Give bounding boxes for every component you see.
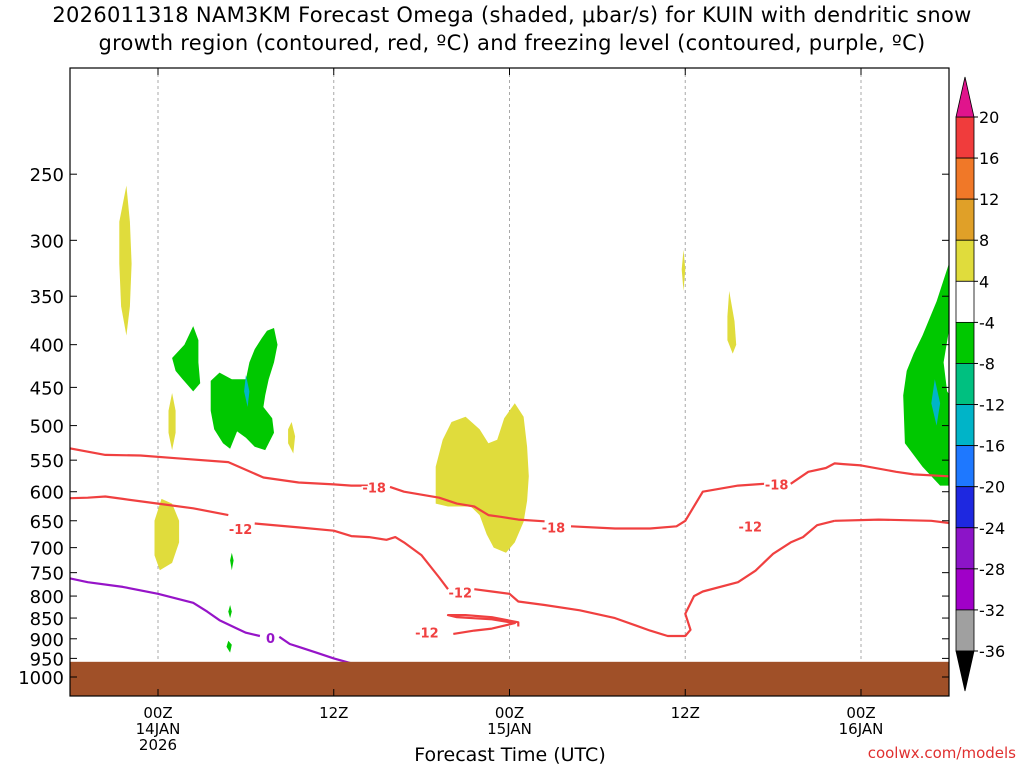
colorbar-band [955, 157, 975, 200]
contour-label: -18 [542, 521, 566, 536]
omega-positive-region [154, 498, 180, 571]
dgz-contour [474, 519, 835, 638]
colorbar-tick-label: -36 [979, 642, 1005, 661]
y-tick-label: 900 [30, 630, 64, 651]
omega-negative-region [0, 186, 28, 410]
y-tick-label: 600 [30, 483, 64, 504]
contour-label: -12 [415, 627, 439, 642]
dgz-contour [389, 485, 545, 523]
contour-label: -12 [449, 586, 473, 601]
colorbar-band [955, 486, 975, 529]
y-tick-label: 850 [30, 609, 64, 630]
dgz-contour [70, 495, 229, 517]
y-tick-label: 750 [30, 564, 64, 585]
y-tick-label: 300 [30, 231, 64, 252]
colorbar-tick-label: 20 [979, 108, 999, 127]
dgz-contour [254, 522, 449, 590]
x-tick-label: 00Z [143, 704, 172, 722]
x-tick-label: 12Z [319, 704, 348, 722]
omega-positive-region [168, 393, 176, 451]
colorbar-top-triangle [955, 76, 975, 118]
dgz-contour [446, 613, 520, 635]
contour-label: -18 [765, 478, 789, 493]
y-tick-label: 250 [30, 165, 64, 186]
omega-strong-negative-region [931, 379, 941, 426]
x-tick-label: 2026 [139, 736, 177, 754]
omega-positive-region [681, 249, 686, 291]
omega-negative-region [228, 605, 232, 619]
dgz-contour [790, 462, 949, 485]
omega-positive-region [119, 185, 132, 336]
colorbar-tick-label: -32 [979, 601, 1005, 620]
colorbar-tick-label: 16 [979, 149, 999, 168]
contour-label: -12 [739, 520, 763, 535]
colorbar-band [955, 116, 975, 159]
y-tick-label: 500 [30, 417, 64, 438]
colorbar-tick-label: -20 [979, 478, 1005, 497]
contour-label: -18 [362, 481, 386, 496]
chart-title-line2: growth region (contoured, red, ºC) and f… [98, 31, 926, 55]
y-tick-label: 450 [30, 378, 64, 399]
axis-ticks: 2503003504004505005506006507007508008509… [18, 68, 949, 754]
omega-negative-region [172, 326, 201, 392]
omega-negative-region [230, 552, 234, 571]
x-tick-label: 15JAN [487, 720, 532, 738]
dgz-contour [834, 518, 949, 525]
omega-positive-region [435, 403, 529, 553]
colorbar-band [955, 280, 975, 323]
plot-area: -18 -12 -12 -12 -18 -18 -12 0 [0, 68, 1024, 696]
dgz-contour [70, 447, 369, 487]
freezing-level-contour [70, 577, 261, 638]
omega-strong-negative-region [1007, 445, 1024, 542]
colorbar-bottom-triangle [955, 650, 975, 692]
y-tick-label: 950 [30, 649, 64, 670]
colorbar-band [955, 239, 975, 282]
colorbar-tick-label: -4 [979, 313, 995, 332]
colorbar-tick-label: 8 [979, 231, 989, 250]
colorbar-band [955, 198, 975, 241]
omega-negative-region [210, 328, 278, 451]
colorbar-tick-label: -8 [979, 354, 995, 373]
x-tick-label: 12Z [671, 704, 700, 722]
y-tick-label: 650 [30, 512, 64, 533]
y-tick-label: 800 [30, 587, 64, 608]
colorbar-band [955, 363, 975, 405]
chart-title-line1: 2026011318 NAM3KM Forecast Omega (shaded… [52, 3, 972, 27]
dgz-contour [570, 482, 765, 530]
omega-negative-region [226, 640, 232, 653]
contour-label: 0 [266, 632, 275, 647]
y-tick-label: 350 [30, 287, 64, 308]
x-tick-label: 00Z [495, 704, 524, 722]
colorbar-tick-label: 12 [979, 190, 999, 209]
contour-label: -12 [229, 523, 253, 538]
x-axis-title: Forecast Time (UTC) [414, 744, 606, 766]
colorbar-band [955, 568, 975, 611]
colorbar-tick-label: -12 [979, 396, 1005, 415]
y-tick-label: 1000 [18, 668, 64, 689]
y-tick-label: 550 [30, 451, 64, 472]
colorbar-tick-label: -24 [979, 519, 1005, 538]
colorbar-band [955, 404, 975, 447]
omega-negative-region [903, 263, 949, 486]
colorbar-band [955, 527, 975, 570]
colorbar-tick-label: 4 [979, 272, 989, 291]
colorbar-band [955, 609, 975, 652]
colorbar-tick-label: -16 [979, 437, 1005, 456]
y-tick-label: 700 [30, 539, 64, 560]
site-credit: coolwx.com/models [867, 744, 1016, 762]
omega-positive-region [727, 291, 737, 354]
x-tick-label: 14JAN [136, 720, 181, 738]
colorbar-band [955, 321, 975, 364]
colorbar-band [955, 445, 975, 488]
colorbar: 20 16 12 8 4 -4 -8 -12 -16 -20 -24 -28 -32 -36 [955, 76, 1005, 692]
x-tick-label: 16JAN [839, 720, 884, 738]
x-tick-label: 00Z [846, 704, 875, 722]
colorbar-tick-label: -28 [979, 560, 1005, 579]
y-tick-label: 400 [30, 336, 64, 357]
omega-positive-region [288, 422, 296, 454]
omega-strong-negative-region [244, 375, 250, 407]
